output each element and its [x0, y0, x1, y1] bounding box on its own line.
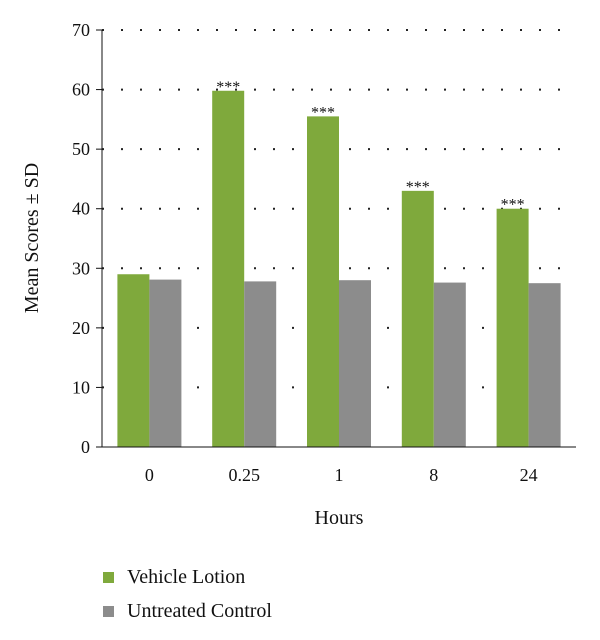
x-axis-title: Hours	[315, 507, 364, 529]
y-tick-label: 60	[72, 80, 90, 100]
significance-label: ***	[216, 79, 240, 96]
x-axis-ticks: 0 0.25 1 8 24	[145, 465, 538, 485]
y-tick-label: 0	[81, 437, 90, 457]
significance-label: ***	[311, 104, 335, 121]
y-tick-label: 20	[72, 318, 90, 338]
y-tick-label: 10	[72, 377, 90, 397]
y-tick-label: 50	[72, 139, 90, 159]
bar-untreated-control	[149, 279, 182, 447]
legend-item-vehicle-lotion: Vehicle Lotion	[103, 562, 272, 592]
y-axis-ticks: 0 10 20 30 40 50 60 70	[72, 20, 102, 457]
bars	[117, 90, 561, 448]
y-tick-label: 70	[72, 20, 90, 40]
significance-label: ***	[501, 197, 525, 214]
bar-untreated-control	[244, 281, 277, 447]
significance-annotations: *** *** *** ***	[216, 79, 524, 214]
bar-untreated-control	[528, 283, 561, 447]
bar-vehicle-lotion	[307, 116, 339, 447]
bar-vehicle-lotion	[212, 90, 245, 448]
legend-label-untreated-control: Untreated Control	[127, 599, 272, 622]
legend-item-untreated-control: Untreated Control	[103, 596, 272, 626]
bar-vehicle-lotion	[117, 274, 150, 447]
bar-vehicle-lotion	[496, 208, 529, 447]
x-tick-label: 8	[429, 465, 438, 485]
x-tick-label: 0.25	[228, 465, 260, 485]
y-tick-label: 40	[72, 199, 90, 219]
y-tick-label: 30	[72, 258, 90, 278]
bar-untreated-control	[339, 280, 371, 447]
legend-swatch-untreated-control	[103, 605, 114, 617]
x-tick-label: 24	[520, 465, 538, 485]
bar-untreated-control	[433, 282, 466, 447]
y-axis-title: Mean Scores ± SD	[21, 163, 43, 313]
legend-swatch-vehicle-lotion	[103, 571, 114, 583]
legend: Vehicle Lotion Untreated Control	[103, 562, 272, 630]
x-tick-label: 1	[335, 465, 344, 485]
significance-label: ***	[406, 179, 430, 196]
bar-chart: *** *** *** *** 0 10 20 30 40 50 60 70 0 0.25 1 8 24 H…	[21, 20, 576, 529]
legend-label-vehicle-lotion: Vehicle Lotion	[127, 565, 246, 588]
bar-vehicle-lotion	[401, 190, 434, 448]
x-tick-label: 0	[145, 465, 154, 485]
